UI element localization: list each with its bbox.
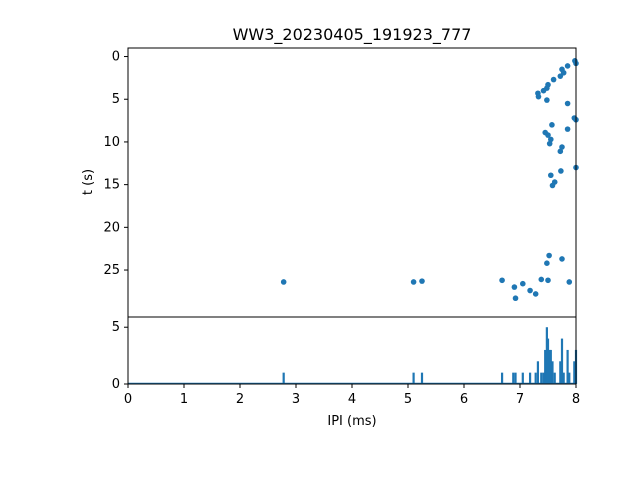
scatter-points <box>280 58 579 302</box>
data-point <box>538 276 545 283</box>
data-point <box>499 277 505 284</box>
data-point <box>280 279 287 285</box>
histogram-bar <box>546 338 550 384</box>
x-axis-label: IPI (ms) <box>327 414 376 429</box>
data-point <box>512 295 519 302</box>
histogram-bar <box>553 372 556 384</box>
histogram-bar <box>548 349 551 384</box>
x-axis-ticks: 0 1 2 3 4 5 6 7 8 <box>124 384 580 407</box>
y-tick-label: 15 <box>103 178 120 193</box>
histogram-axes-frame <box>127 316 577 385</box>
x-tick-label: 6 <box>460 392 468 407</box>
x-tick-label: 2 <box>236 392 244 407</box>
data-point <box>532 291 539 297</box>
data-point <box>520 280 526 287</box>
y-axis-ticks: 0 5 10 15 20 25 <box>103 50 128 278</box>
histogram-bar <box>542 372 545 384</box>
x-tick-label: 0 <box>124 392 132 407</box>
data-point <box>419 278 425 284</box>
data-point <box>511 284 518 290</box>
histogram-bar <box>545 327 548 384</box>
data-point <box>546 252 552 259</box>
histogram-bar <box>540 372 543 384</box>
histogram-bars <box>128 327 578 385</box>
y-tick-label: 25 <box>103 263 120 278</box>
histogram-bar <box>536 361 540 384</box>
y-tick-label: 20 <box>103 220 120 235</box>
scatter-panel: WW3_20230405_191923_777 t (s) 0 5 10 15 20 25 <box>81 25 579 318</box>
data-point <box>566 279 573 285</box>
data-point <box>550 76 557 83</box>
histogram-bar <box>528 372 532 384</box>
data-point <box>544 97 550 103</box>
data-point <box>549 182 556 189</box>
y-tick-label: 0 <box>112 50 120 65</box>
histogram-y-tick-label: 5 <box>112 320 120 335</box>
data-point <box>564 100 571 107</box>
data-point <box>564 126 571 132</box>
data-point <box>559 256 565 262</box>
histogram-bar <box>549 349 552 384</box>
histogram-y-ticks: 05 <box>112 320 128 392</box>
y-axis-label: t (s) <box>81 169 96 195</box>
histogram-bar <box>282 372 285 384</box>
histogram-bar <box>559 361 562 384</box>
histogram-bar <box>573 361 576 384</box>
data-point <box>548 172 554 179</box>
histogram-bar <box>534 372 537 384</box>
histogram-bar <box>560 338 564 384</box>
data-point <box>546 140 553 147</box>
data-point <box>545 277 551 284</box>
histogram-bar <box>512 372 515 384</box>
data-point <box>559 144 565 150</box>
data-point <box>560 69 567 76</box>
histogram-bar <box>420 372 424 384</box>
data-point <box>544 260 550 267</box>
data-point <box>558 168 564 174</box>
histogram-bar <box>521 372 524 384</box>
data-point <box>545 132 551 138</box>
data-point <box>557 148 564 155</box>
histogram-bar <box>500 372 504 384</box>
chart-title: WW3_20230405_191923_777 <box>233 25 472 45</box>
x-tick-label: 5 <box>404 392 412 407</box>
data-point <box>549 122 555 128</box>
data-point <box>548 136 554 143</box>
histogram-bar <box>566 349 569 384</box>
histogram-bar <box>412 372 415 384</box>
data-point <box>410 279 417 285</box>
histogram-bar <box>514 372 517 384</box>
x-tick-label: 4 <box>348 392 356 407</box>
y-tick-label: 10 <box>103 135 120 150</box>
histogram-bar <box>551 361 554 384</box>
histogram-bar <box>544 349 547 384</box>
data-point <box>557 73 564 79</box>
x-tick-label: 1 <box>180 392 188 407</box>
y-tick-label: 5 <box>112 92 120 107</box>
scatter-axes-frame <box>127 47 577 318</box>
histogram-bar <box>568 372 571 384</box>
x-tick-label: 7 <box>516 392 524 407</box>
data-point <box>540 87 547 94</box>
data-point <box>535 93 542 100</box>
x-tick-label: 3 <box>292 392 300 407</box>
data-point <box>527 287 533 294</box>
x-tick-label: 8 <box>572 392 580 407</box>
histogram-bar <box>562 372 565 384</box>
histogram-y-tick-label: 0 <box>112 377 120 392</box>
data-point <box>564 63 571 69</box>
